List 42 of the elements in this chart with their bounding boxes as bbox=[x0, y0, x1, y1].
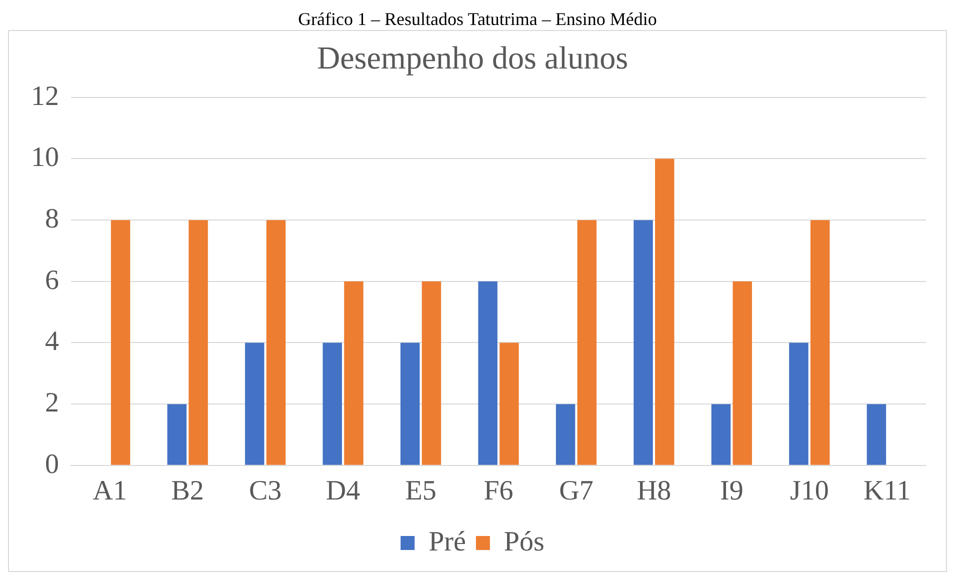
x-tick-label: K11 bbox=[864, 476, 911, 507]
bar bbox=[266, 220, 286, 465]
x-tick-label: F6 bbox=[484, 476, 514, 507]
bar bbox=[789, 342, 808, 465]
x-tick-label: B2 bbox=[171, 476, 204, 507]
bar bbox=[810, 220, 830, 465]
x-tick-label: J10 bbox=[790, 476, 829, 507]
y-tick-label: 0 bbox=[45, 448, 59, 480]
bar bbox=[866, 404, 886, 465]
bar bbox=[322, 342, 342, 465]
y-tick-label: 10 bbox=[31, 142, 59, 174]
x-tick-label: C3 bbox=[248, 476, 282, 507]
bar bbox=[478, 281, 498, 465]
bar bbox=[556, 404, 576, 465]
x-tick-label: G7 bbox=[559, 476, 594, 507]
x-tick-label: D4 bbox=[326, 476, 360, 507]
bar bbox=[655, 158, 674, 465]
y-tick-label: 2 bbox=[45, 387, 59, 418]
bar bbox=[110, 220, 130, 465]
y-tick-label: 6 bbox=[45, 264, 59, 296]
chart-title: Gráfico 1 – Resultados Tatutrima – Ensino Médio bbox=[297, 8, 658, 30]
bar bbox=[400, 342, 420, 465]
bar bbox=[732, 281, 752, 465]
bar bbox=[422, 281, 442, 465]
x-tick-label: H8 bbox=[636, 476, 672, 507]
bar bbox=[711, 404, 731, 465]
bar bbox=[167, 404, 187, 465]
x-tick-label: I9 bbox=[720, 476, 744, 507]
bar bbox=[577, 220, 597, 465]
x-tick-label: E5 bbox=[405, 476, 436, 507]
legend-label: Pré bbox=[428, 526, 466, 558]
chart-subtitle: Desempenho dos alunos bbox=[316, 40, 628, 76]
legend-label: Pós bbox=[504, 526, 544, 558]
bar bbox=[500, 342, 519, 465]
y-tick-label: 4 bbox=[45, 326, 59, 358]
bar bbox=[634, 220, 653, 465]
bar bbox=[188, 220, 208, 465]
bar bbox=[245, 342, 264, 465]
y-tick-label: 12 bbox=[31, 80, 59, 112]
bar bbox=[344, 281, 364, 465]
y-tick-label: 8 bbox=[45, 203, 59, 234]
x-tick-label: A1 bbox=[92, 476, 127, 507]
